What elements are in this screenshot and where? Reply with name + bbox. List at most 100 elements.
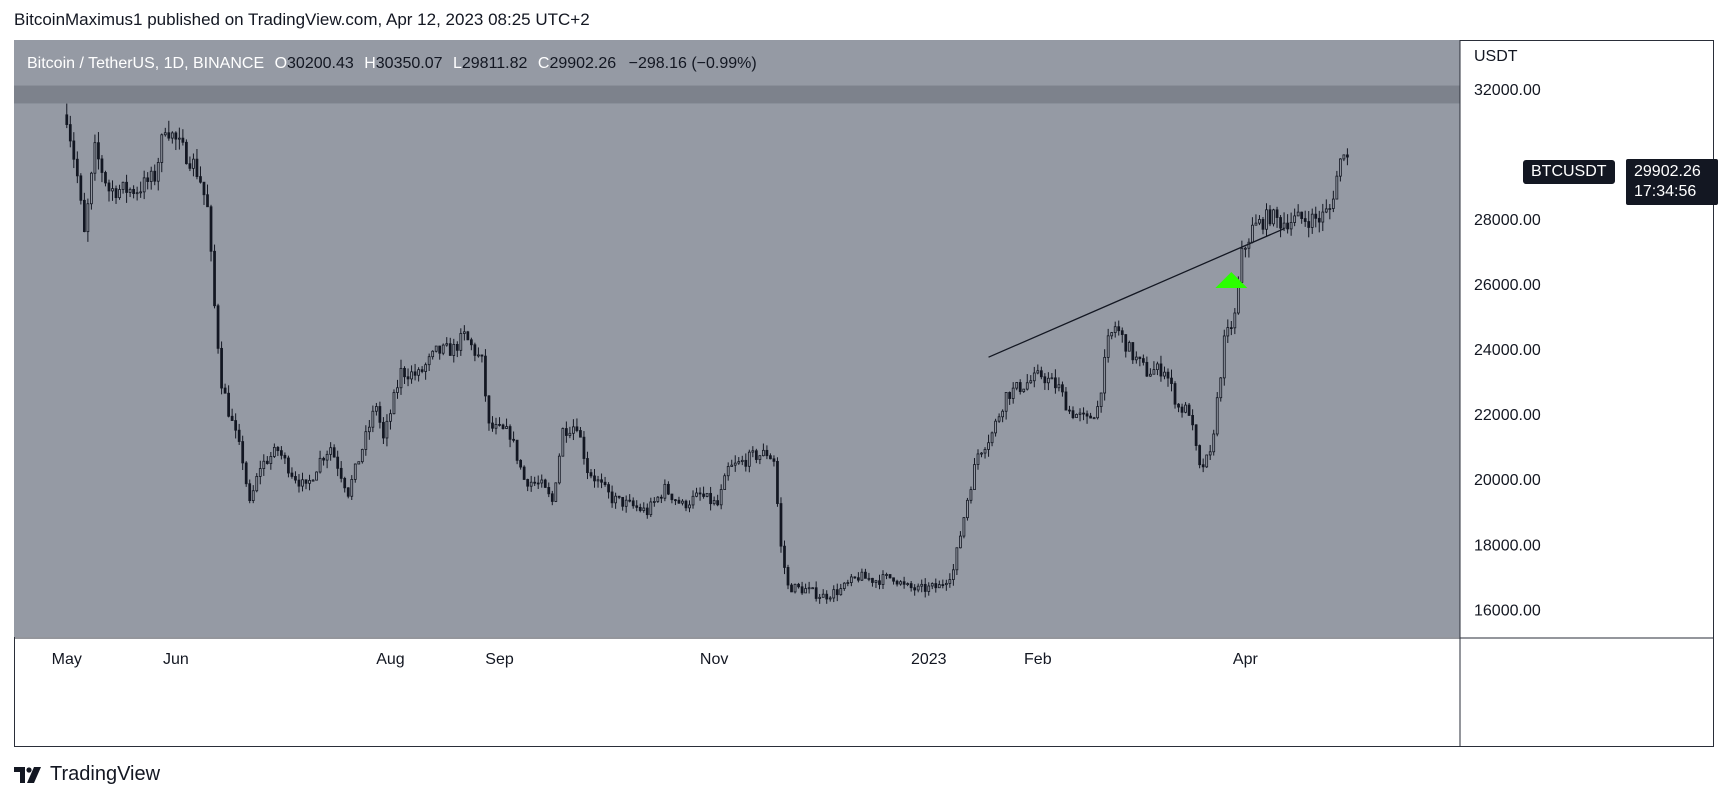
candle-body: [1124, 334, 1128, 352]
candle: [234, 413, 238, 439]
candle-body: [484, 355, 487, 397]
candle-body: [825, 593, 829, 600]
candle-body: [997, 416, 1001, 422]
candle-body: [508, 426, 512, 440]
candle-body: [769, 455, 772, 460]
candle: [635, 500, 639, 512]
candle-body: [586, 458, 589, 474]
candle-body: [543, 479, 547, 488]
candle: [980, 452, 983, 458]
candle: [1110, 331, 1114, 340]
candle-body: [1335, 175, 1339, 200]
candle: [652, 497, 656, 507]
candle: [895, 579, 899, 587]
candle-body: [758, 455, 762, 460]
candle: [1092, 416, 1096, 420]
candle-body: [871, 577, 874, 583]
candle-body: [1004, 392, 1008, 412]
candle: [656, 495, 660, 504]
candle-body: [276, 446, 280, 452]
candle-body: [206, 194, 209, 208]
candle: [659, 494, 663, 504]
candle-body: [375, 406, 378, 412]
candle-body: [1092, 417, 1096, 420]
candle-body: [213, 250, 216, 307]
candle-body: [519, 459, 522, 468]
candle: [1212, 429, 1216, 456]
candle-body: [969, 489, 973, 501]
candle-body: [1036, 370, 1040, 374]
candle-body: [540, 479, 544, 484]
candle: [142, 170, 146, 200]
time-axis[interactable]: May Jun Aug Sep Nov 2023 Feb Apr: [52, 651, 1259, 668]
candle-body: [308, 479, 311, 484]
candle: [600, 473, 603, 489]
candle-body: [382, 421, 385, 439]
candle: [902, 576, 906, 589]
candle-body: [1046, 377, 1050, 384]
candle: [610, 485, 614, 508]
candle: [733, 455, 737, 472]
candle: [1198, 444, 1202, 469]
candle-body: [220, 347, 223, 389]
candlestick-series: [65, 103, 1349, 604]
candle: [1022, 388, 1026, 393]
candle: [68, 115, 72, 148]
candle-body: [652, 501, 656, 503]
candle-body: [385, 420, 389, 439]
candle: [913, 584, 917, 596]
candle: [280, 446, 283, 460]
candle: [878, 574, 881, 590]
candle-body: [740, 459, 744, 462]
candle-body: [895, 580, 899, 585]
plot-area[interactable]: [14, 40, 1460, 637]
candle-body: [357, 461, 361, 465]
candle: [1156, 361, 1159, 376]
candle-body: [913, 587, 917, 591]
candle-body: [1275, 209, 1279, 218]
candle: [1159, 355, 1163, 382]
candle: [360, 448, 364, 464]
candle: [181, 129, 185, 146]
candle: [399, 359, 403, 395]
candle: [579, 426, 582, 438]
candle-body: [614, 495, 617, 504]
candle: [818, 593, 822, 604]
candle-body: [600, 479, 603, 483]
candle-body: [1244, 247, 1247, 250]
candle: [294, 471, 297, 484]
candle: [248, 479, 252, 504]
candle: [364, 425, 368, 456]
candle: [860, 568, 864, 582]
candle-body: [125, 181, 128, 193]
candle-body: [462, 331, 466, 334]
candle: [322, 456, 325, 466]
candle: [839, 583, 843, 596]
candle: [1261, 216, 1265, 235]
candle-body: [501, 424, 505, 429]
candle: [223, 383, 227, 394]
candle: [1240, 240, 1244, 285]
candle: [420, 366, 424, 374]
candle-body: [121, 181, 125, 190]
candle: [765, 445, 769, 460]
candle: [501, 423, 505, 430]
price-chart[interactable]: USDT 32000.00 28000.00 26000.00 24000.00 220…: [14, 40, 1714, 747]
candle-body: [1145, 361, 1149, 377]
candle: [1152, 361, 1156, 375]
ascending-trendline: [988, 228, 1285, 358]
candle: [121, 181, 125, 194]
candle-body: [1173, 383, 1177, 405]
candle: [1134, 351, 1138, 364]
candle-body: [804, 588, 807, 594]
candle-body: [1022, 388, 1026, 392]
candle-body: [811, 587, 815, 590]
price-axis[interactable]: 32000.00 28000.00 26000.00 24000.00 22000.00…: [1474, 82, 1541, 620]
candle-body: [832, 589, 836, 599]
candle-body: [216, 305, 220, 349]
candle: [1201, 458, 1205, 473]
candle: [1254, 214, 1258, 226]
candle: [462, 325, 466, 341]
candle-body: [1134, 356, 1138, 361]
candle-body: [1314, 213, 1318, 219]
